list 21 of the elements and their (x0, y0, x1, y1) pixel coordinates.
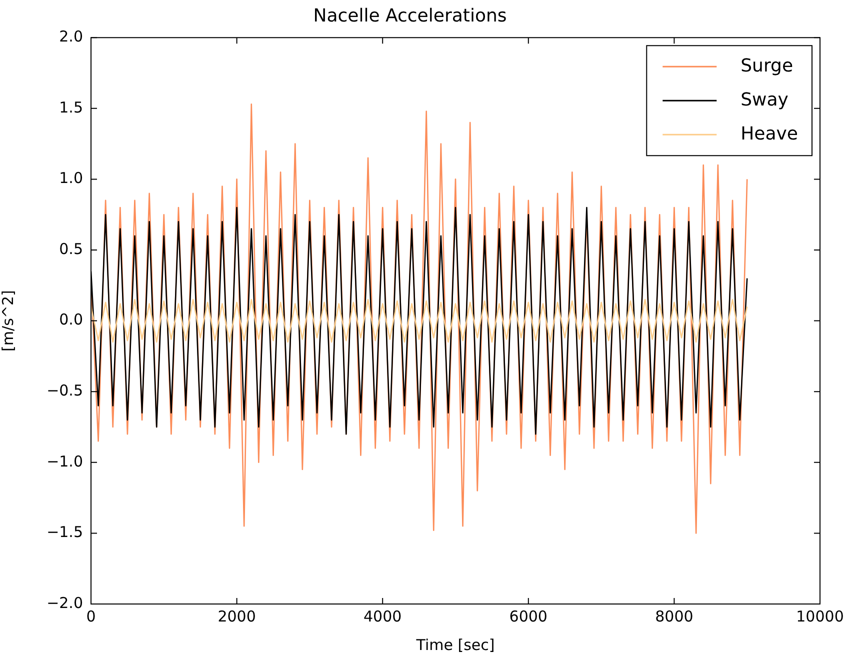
x-tick-label: 8000 (655, 607, 694, 626)
y-tick-label: −2.0 (46, 594, 83, 612)
y-tick-label: 0.5 (59, 240, 83, 258)
x-tick-label: 6000 (509, 607, 548, 626)
y-axis-title: [m/s^2] (0, 290, 17, 352)
chart-title: Nacelle Accelerations (313, 5, 507, 26)
y-tick-label: 0.0 (59, 310, 83, 329)
y-tick-label: 1.0 (59, 169, 83, 188)
legend-label: Surge (740, 55, 794, 76)
x-axis-title: Time [sec] (415, 636, 495, 654)
y-tick-label: 1.5 (59, 98, 83, 116)
y-tick-label: −1.5 (46, 523, 83, 542)
x-tick-label: 0 (86, 607, 96, 626)
y-tick-label: −0.5 (46, 381, 83, 400)
y-tick-label: −1.0 (46, 452, 83, 470)
y-tick-label: 2.0 (59, 27, 83, 46)
x-tick-label: 4000 (364, 607, 402, 626)
x-tick-label: 2000 (218, 607, 256, 626)
x-tick-label: 10000 (796, 607, 844, 626)
legend-label: Heave (740, 123, 798, 144)
legend-label: Sway (740, 89, 789, 110)
